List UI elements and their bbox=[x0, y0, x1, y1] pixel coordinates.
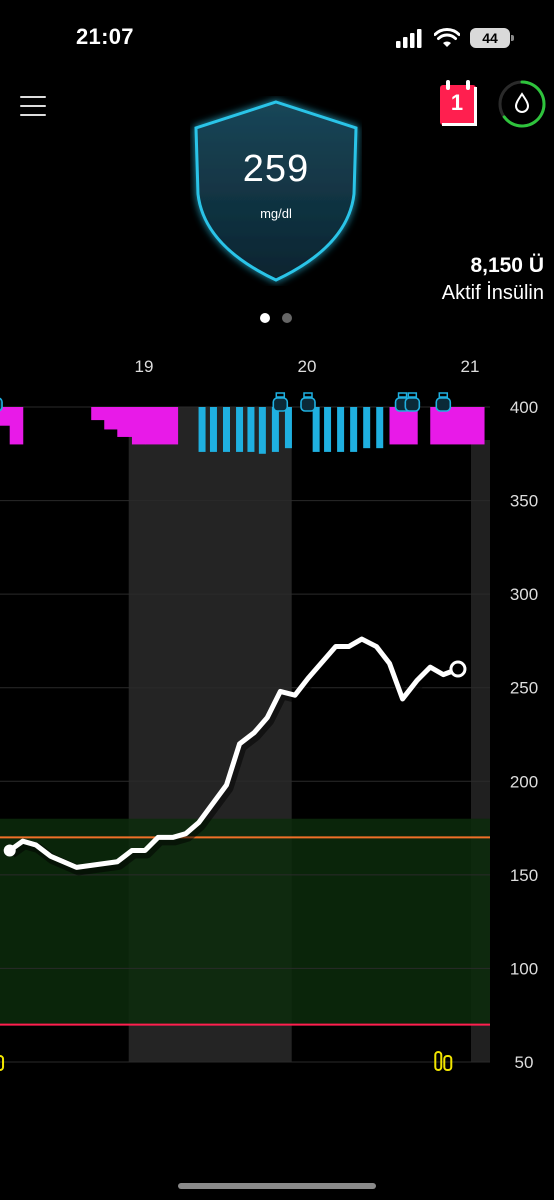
calendar-icon bbox=[440, 80, 477, 126]
wifi-icon bbox=[434, 28, 460, 47]
vial-cap bbox=[303, 392, 313, 398]
page-indicator[interactable] bbox=[260, 313, 292, 323]
basal-bar bbox=[9, 407, 24, 445]
x-tick-label: 21 bbox=[461, 357, 480, 376]
auto-basal-bar bbox=[247, 407, 255, 452]
y-tick-label: 300 bbox=[510, 585, 538, 604]
bolus-vial-icon bbox=[404, 392, 421, 412]
cartridge-change-icon bbox=[0, 1055, 5, 1071]
auto-basal-bar bbox=[258, 407, 266, 454]
auto-basal-bar bbox=[350, 407, 358, 452]
status-time: 21:07 bbox=[76, 24, 134, 49]
vial-body bbox=[0, 397, 3, 412]
vial-body bbox=[300, 397, 316, 412]
glucose-unit: mg/dl bbox=[260, 206, 292, 221]
glucose-line bbox=[7, 636, 461, 870]
y-tick-label: 350 bbox=[510, 492, 538, 511]
cartridge-right bbox=[0, 1055, 5, 1071]
y-tick-label: 50 bbox=[515, 1053, 534, 1072]
target-range-band bbox=[0, 818, 490, 1025]
glucose-value: 259 bbox=[242, 148, 310, 190]
bolus-vial-icon bbox=[435, 392, 452, 412]
menu-line bbox=[20, 105, 46, 107]
status-icons: 44 bbox=[396, 26, 514, 50]
cartridge-left bbox=[434, 1051, 443, 1071]
vial-cap bbox=[397, 392, 408, 398]
auto-basal-bar bbox=[324, 407, 332, 452]
auto-basal-bar bbox=[198, 407, 206, 452]
auto-basal-bar bbox=[271, 407, 279, 452]
auto-basal-bar bbox=[209, 407, 217, 452]
vial-body bbox=[435, 397, 452, 412]
auto-basal-bar bbox=[223, 407, 230, 452]
page-dot-1[interactable] bbox=[260, 313, 270, 323]
active-insulin-amount: 8,150 Ü bbox=[470, 254, 544, 277]
basal-bar bbox=[430, 407, 485, 445]
vial-cap bbox=[275, 392, 286, 398]
calendar-badge-count: 1 bbox=[450, 90, 464, 115]
auto-basal-bar bbox=[376, 407, 384, 449]
auto-basal-bar bbox=[337, 407, 345, 452]
basal-bar bbox=[0, 407, 11, 426]
basal-bar bbox=[104, 407, 118, 430]
auto-basal-bar bbox=[236, 407, 244, 452]
home-indicator bbox=[178, 1183, 376, 1189]
glucose-current-point bbox=[449, 660, 467, 678]
basal-bar bbox=[145, 407, 179, 445]
cartridge-change-icon bbox=[434, 1051, 453, 1071]
vial-cap bbox=[438, 392, 449, 398]
glucose-start-point bbox=[3, 844, 16, 857]
auto-basal-bar bbox=[363, 407, 371, 449]
glucose-chart[interactable]: 400 350 300 250 200 150 100 50 19 20 21 bbox=[0, 340, 554, 1080]
x-tick-label: 19 bbox=[135, 357, 154, 376]
basal-bar bbox=[91, 407, 105, 421]
bolus-vial-icon bbox=[0, 397, 3, 412]
sensor-status-button[interactable] bbox=[496, 78, 548, 130]
menu-button[interactable] bbox=[20, 96, 46, 118]
calendar-button[interactable]: 1 bbox=[438, 78, 480, 128]
y-tick-label: 250 bbox=[510, 679, 538, 698]
vial-body bbox=[404, 397, 421, 412]
battery-indicator: 44 bbox=[470, 28, 514, 48]
blood-drop-icon bbox=[498, 80, 546, 128]
vial-cap bbox=[407, 392, 418, 398]
bolus-vial-icon bbox=[272, 392, 289, 412]
y-tick-label: 150 bbox=[510, 866, 538, 885]
shield-icon bbox=[194, 100, 358, 282]
hamburger-menu-icon bbox=[20, 96, 46, 98]
basal-bar bbox=[131, 407, 146, 445]
glucose-shield[interactable]: 259 mg/dl bbox=[190, 96, 362, 286]
y-tick-label: 100 bbox=[510, 959, 538, 978]
bolus-vial-icon bbox=[300, 392, 316, 412]
auto-basal-bar bbox=[284, 407, 292, 449]
page-dot-2[interactable] bbox=[282, 313, 292, 323]
basal-bar bbox=[389, 407, 418, 445]
vial-body bbox=[272, 397, 289, 412]
menu-line bbox=[20, 114, 46, 116]
battery-level: 44 bbox=[482, 30, 498, 46]
y-tick-label: 200 bbox=[510, 772, 538, 791]
cartridge-right bbox=[443, 1055, 453, 1071]
auto-basal-bar bbox=[312, 407, 320, 452]
basal-bar bbox=[117, 407, 133, 437]
active-insulin-label: Aktif İnsülin bbox=[441, 282, 544, 304]
x-tick-label: 20 bbox=[298, 357, 317, 376]
cellular-signal-icon bbox=[396, 29, 422, 48]
y-tick-label: 400 bbox=[510, 398, 538, 417]
